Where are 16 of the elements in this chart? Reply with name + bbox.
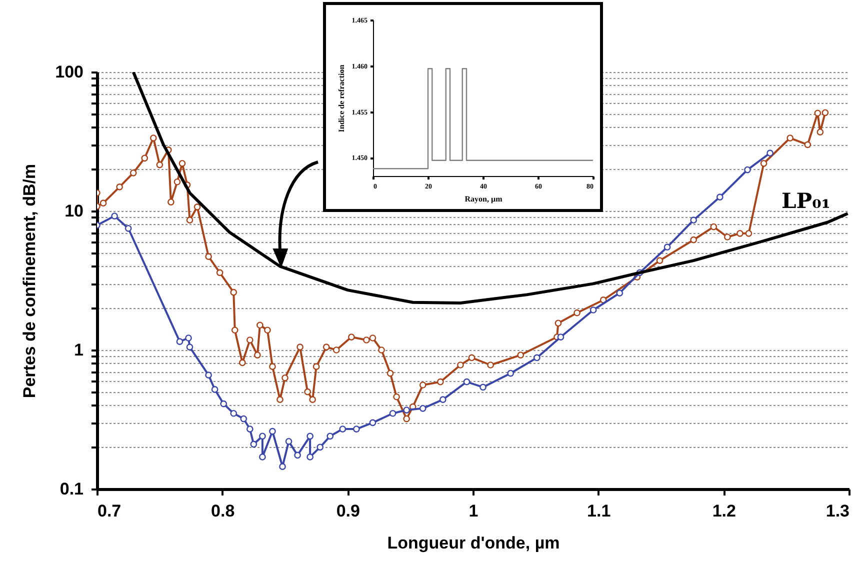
- y-axis-title: Indice de refraction: [336, 64, 346, 132]
- y-tick-label: 100: [55, 62, 84, 82]
- x-tick-label: 1.2: [712, 502, 736, 520]
- x-axis-title: Rayon, µm: [464, 194, 503, 204]
- y-axis-title: Pertes de confinement, dB/m: [20, 164, 40, 398]
- x-tick-label: 0.8: [211, 502, 235, 520]
- x-tick-label: 1.3: [826, 502, 850, 520]
- x-tick-label: 1.1: [587, 502, 611, 520]
- x-tick-label: 1: [468, 502, 478, 520]
- series-label: LP₀₁: [782, 188, 830, 213]
- x-tick-label: 0.9: [336, 502, 360, 520]
- x-axis-title: Longueur d'onde, µm: [387, 534, 560, 552]
- y-tick-label: 10: [64, 202, 84, 220]
- x-tick-label: 0.7: [98, 502, 122, 520]
- y-tick-label: 1: [74, 340, 84, 360]
- y-tick-label: 0.1: [60, 480, 84, 498]
